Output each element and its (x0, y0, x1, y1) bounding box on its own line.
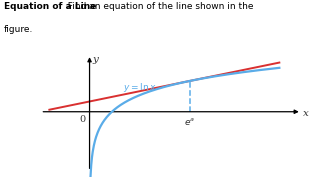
Text: x: x (303, 109, 309, 118)
Text: $y = \ln x$: $y = \ln x$ (123, 81, 157, 94)
Text: figure.: figure. (4, 25, 33, 34)
Text: y: y (92, 55, 98, 64)
Text: $e^a$: $e^a$ (184, 116, 195, 127)
Text: Equation of a Line: Equation of a Line (4, 2, 96, 11)
Text: 0: 0 (79, 115, 86, 124)
Text: Find an equation of the line shown in the: Find an equation of the line shown in th… (62, 2, 254, 11)
